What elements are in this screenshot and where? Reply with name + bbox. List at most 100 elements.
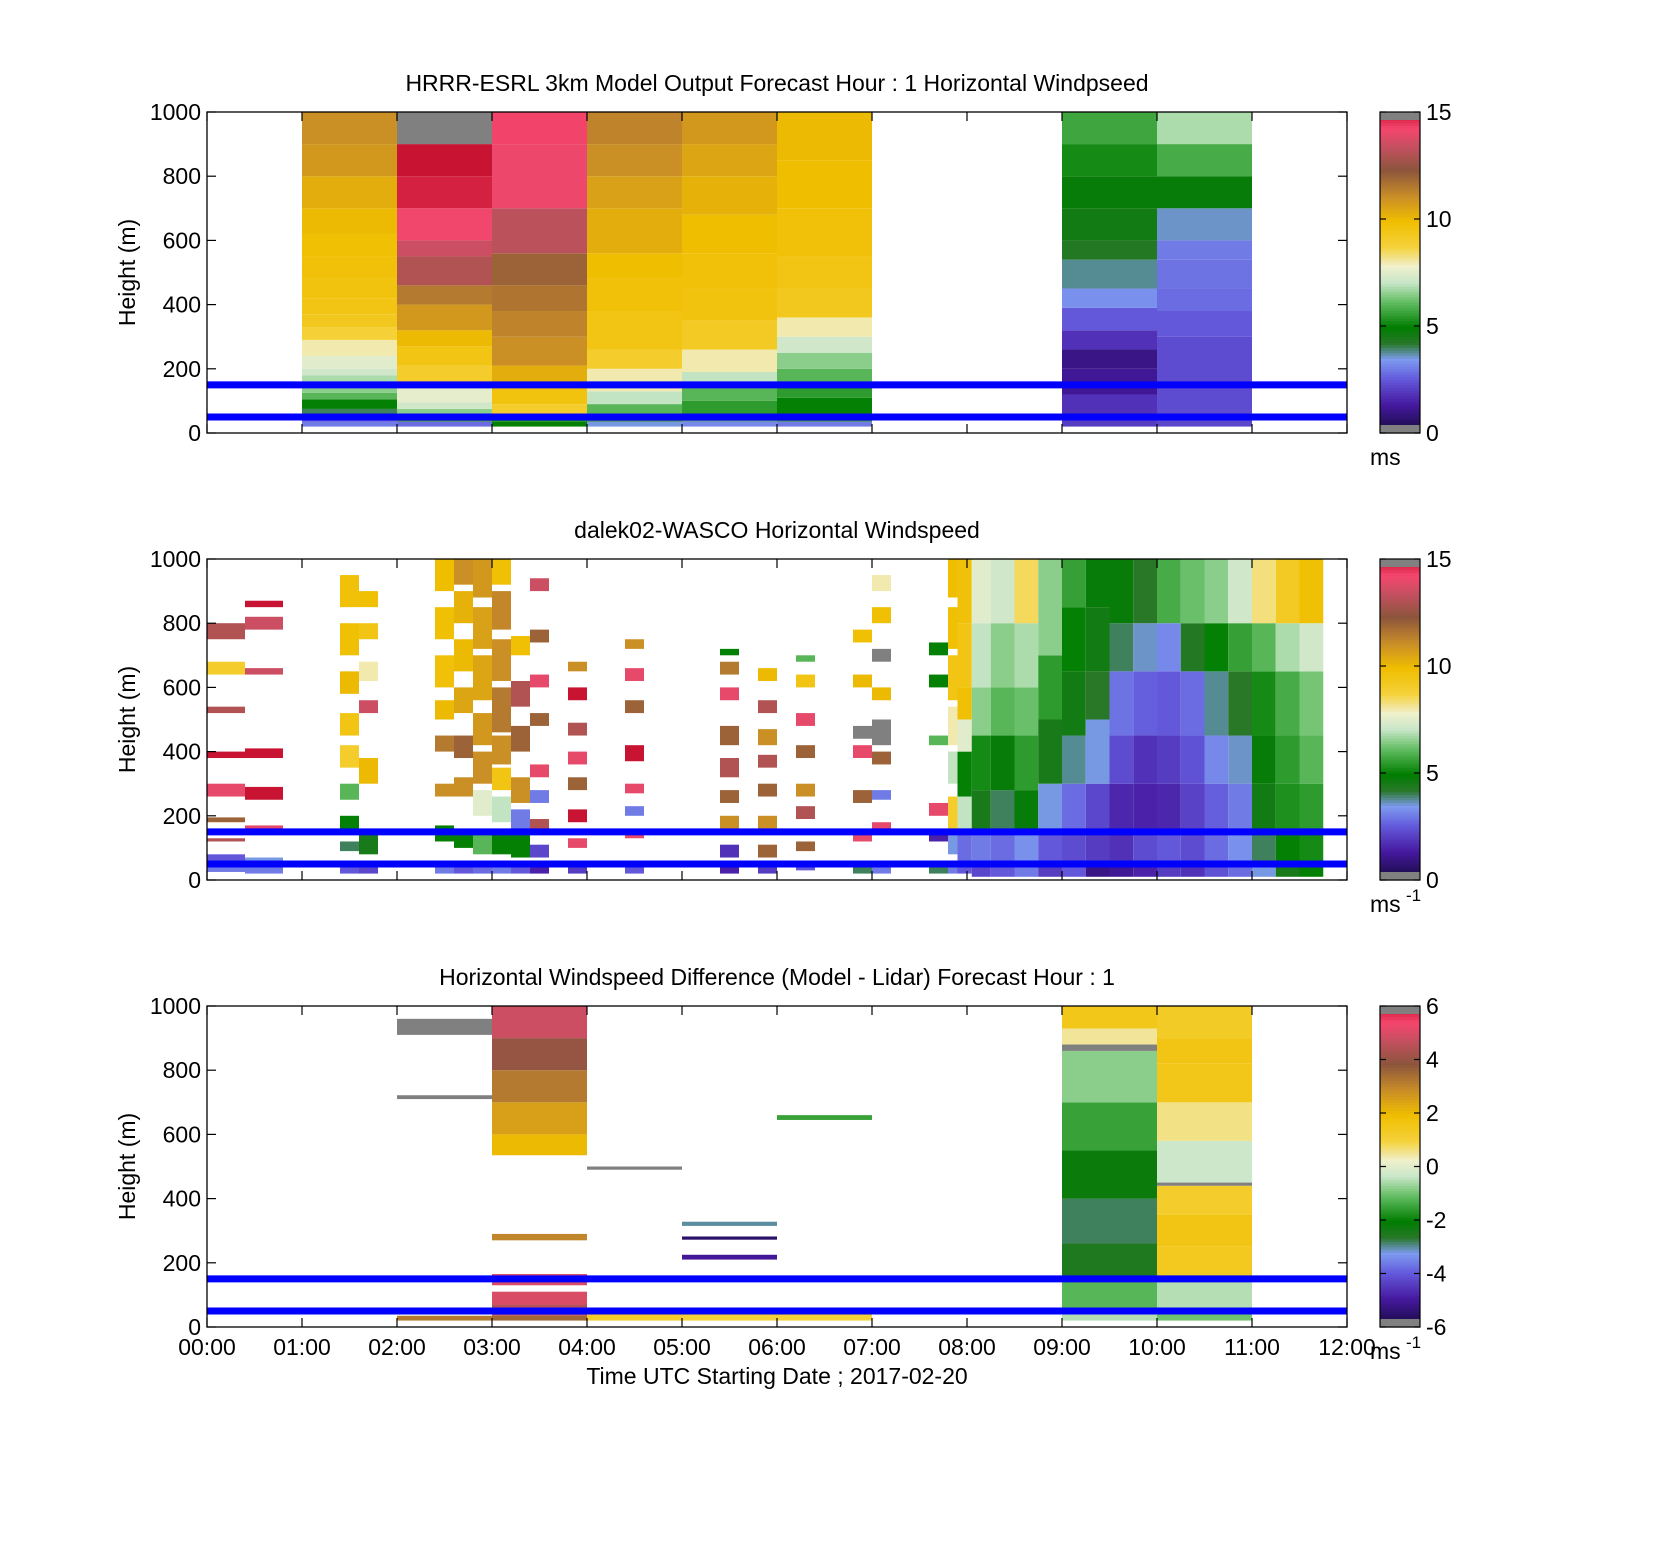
heatmap-cell: [990, 735, 1015, 791]
colorbar-segment: [1380, 130, 1420, 134]
colorbar-segment: [1380, 146, 1420, 151]
heatmap-cell: [1062, 1050, 1157, 1103]
colorbar-segment: [1380, 154, 1420, 159]
heatmap-cell: [1157, 1038, 1252, 1064]
heatmap-cell: [492, 112, 587, 145]
colorbar-segment: [1380, 259, 1420, 263]
y-tick-label: 0: [188, 867, 201, 893]
colorbar-segment: [1380, 698, 1420, 702]
heatmap-cell: [397, 346, 492, 366]
colorbar-segment: [1380, 128, 1420, 132]
colorbar-segment: [1380, 599, 1420, 603]
heatmap-cell: [948, 751, 958, 784]
heatmap-cell: [492, 384, 587, 405]
heatmap-cell: [1157, 671, 1181, 736]
colorbar-segment: [1380, 567, 1420, 571]
heatmap-cell: [568, 838, 587, 848]
heatmap-cell: [245, 865, 283, 874]
heatmap-cell: [397, 365, 492, 385]
colorbar-segment: [1380, 176, 1420, 180]
colorbar-segment: [1380, 232, 1420, 236]
colorbar-segment: [1380, 1174, 1420, 1178]
y-axis-label: Height (m): [114, 1113, 140, 1220]
colorbar-segment: [1380, 160, 1420, 164]
colorbar-segment: [1380, 676, 1420, 680]
x-tick-label: 03:00: [463, 1334, 521, 1360]
heatmap-cell: [207, 817, 245, 823]
colorbar-segment: [1380, 382, 1420, 386]
heatmap-cell: [1299, 671, 1324, 736]
colorbar-segment: [1380, 1195, 1420, 1200]
colorbar-segment: [1380, 1182, 1420, 1186]
colorbar-segment: [1380, 293, 1420, 298]
colorbar-segment: [1380, 1027, 1420, 1031]
heatmap-cell: [796, 783, 815, 797]
chart-title: dalek02-WASCO Horizontal Windspeed: [574, 517, 980, 543]
colorbar-segment: [1380, 823, 1420, 828]
x-tick-label: 05:00: [653, 1334, 711, 1360]
heatmap-cell: [1014, 735, 1039, 791]
heatmap-cell: [587, 1166, 682, 1170]
colorbar-segment: [1380, 805, 1420, 809]
heatmap-cell: [1157, 240, 1252, 260]
colorbar-segment: [1380, 869, 1420, 873]
heatmap-cell: [1085, 671, 1110, 720]
heatmap-cell: [302, 375, 397, 385]
colorbar-segment: [1380, 858, 1420, 862]
heatmap-cell: [302, 298, 397, 315]
heatmap-cell: [990, 559, 1015, 624]
heatmap-cell: [492, 1102, 587, 1135]
colorbar-segment: [1380, 636, 1420, 640]
colorbar-segment: [1380, 339, 1420, 343]
heatmap-cell: [587, 391, 682, 405]
heatmap-cell: [777, 256, 872, 289]
heatmap-cell: [587, 144, 682, 177]
heatmap-cell: [1180, 623, 1205, 672]
colorbar-segment: [1380, 719, 1420, 723]
colorbar-segment: [1380, 347, 1420, 351]
colorbar-segment: [1380, 575, 1420, 579]
heatmap-cell: [492, 735, 511, 765]
colorbar-segment: [1380, 1024, 1420, 1028]
heatmap-cell: [796, 713, 815, 726]
heatmap-cell: [682, 112, 777, 145]
colorbar-segment: [1380, 692, 1420, 697]
heatmap-cell: [1133, 831, 1157, 861]
colorbar-tick-label: 0: [1426, 1154, 1439, 1180]
heatmap-cell: [682, 388, 777, 401]
heatmap-cell: [682, 288, 777, 321]
colorbar-segment: [1380, 655, 1420, 659]
heatmap-cell: [1157, 831, 1181, 861]
colorbar-segment: [1380, 668, 1420, 672]
heatmap-cell: [1228, 735, 1252, 784]
y-tick-label: 600: [163, 1121, 201, 1147]
colorbar-segment: [1380, 607, 1420, 611]
heatmap-cell: [1062, 1044, 1157, 1051]
heatmap-cell: [1299, 735, 1324, 784]
heatmap-cell: [340, 575, 359, 608]
colorbar-segment: [1380, 1214, 1420, 1218]
heatmap-cell: [568, 687, 587, 701]
heatmap-cell: [872, 687, 891, 701]
heatmap-cell: [777, 421, 872, 427]
heatmap-cell: [1157, 1246, 1252, 1279]
x-tick-label: 11:00: [1224, 1334, 1280, 1360]
colorbar-segment: [1380, 1099, 1420, 1103]
colorbar-segment: [1380, 1270, 1420, 1275]
colorbar-segment: [1380, 818, 1420, 822]
heatmap-cell: [948, 706, 958, 746]
heatmap-cell: [1109, 831, 1134, 861]
colorbar-segment: [1380, 208, 1420, 212]
heatmap-cell: [1062, 1198, 1157, 1244]
colorbar-segment: [1380, 1142, 1420, 1146]
heatmap-cell: [302, 278, 397, 299]
colorbar-segment: [1380, 1284, 1420, 1288]
heatmap-cell: [872, 607, 891, 624]
heatmap-cell: [1252, 831, 1276, 861]
heatmap-cell: [1252, 671, 1276, 736]
heatmap-cell: [1062, 1028, 1157, 1045]
heatmap-cell: [587, 404, 682, 414]
heatmap-cell: [682, 144, 777, 177]
heatmap-cell: [302, 399, 397, 409]
